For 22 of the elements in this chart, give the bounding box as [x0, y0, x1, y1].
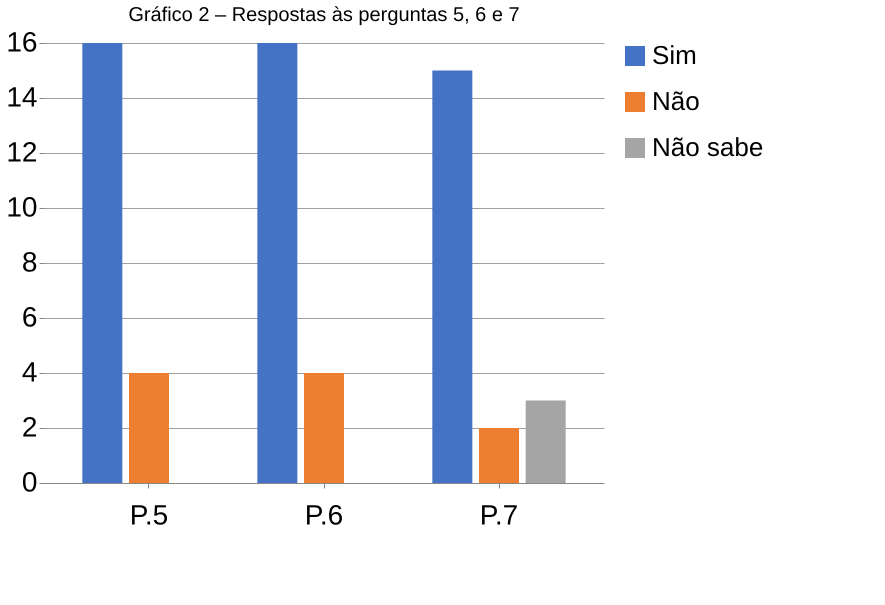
- bar: [129, 373, 169, 483]
- y-tick-label: 2: [22, 412, 38, 442]
- y-tick-label: 10: [6, 192, 38, 222]
- bar: [257, 43, 298, 483]
- y-tick-label: 12: [6, 136, 38, 168]
- legend-label: Não: [652, 86, 700, 116]
- y-tick-label: 6: [22, 302, 38, 332]
- bar: [479, 428, 519, 483]
- y-tick-label: 0: [22, 466, 38, 498]
- y-tick-label: 4: [22, 356, 38, 388]
- y-tick-label: 8: [22, 246, 38, 278]
- bar: [432, 70, 472, 483]
- bar: [304, 373, 344, 483]
- x-tick-label: P.6: [304, 500, 344, 530]
- y-tick-label: 14: [6, 82, 38, 112]
- y-tick-label: 16: [6, 26, 38, 58]
- x-tick-label: P.5: [130, 500, 168, 530]
- legend-label: Sim: [652, 40, 697, 70]
- chart-title: Gráfico 2 – Respostas às perguntas 5, 6 e 7: [128, 4, 520, 26]
- legend-label: Não sabe: [652, 132, 764, 162]
- bar: [82, 43, 122, 483]
- x-tick-label: P.7: [480, 500, 518, 530]
